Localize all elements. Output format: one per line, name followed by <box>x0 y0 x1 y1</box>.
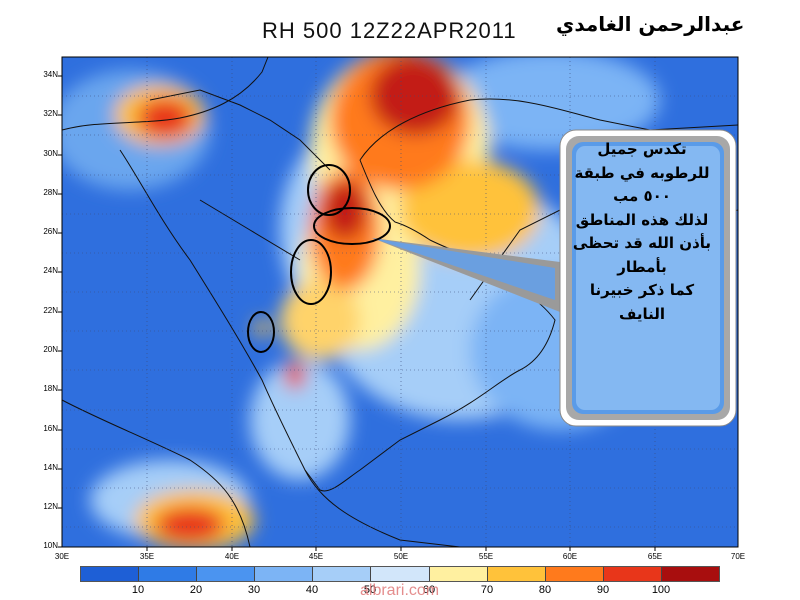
lat-label: 18N <box>43 384 58 393</box>
circle-annotation <box>247 311 275 353</box>
colorbar <box>80 566 720 582</box>
lat-label: 34N <box>43 70 58 79</box>
lat-label: 20N <box>43 345 58 354</box>
colorbar-segment <box>371 567 430 581</box>
lat-label: 22N <box>43 306 58 315</box>
callout-line: بأذن الله قد تحظى <box>572 234 712 252</box>
watermark: albrari.com <box>360 582 440 599</box>
colorbar-label: 40 <box>305 584 319 596</box>
colorbar-segment <box>661 567 720 581</box>
callout-text: تكدس جميل للرطوبه في طبقة ٥٠٠ مب لذلك هذ… <box>556 138 728 326</box>
colorbar-label: 60 <box>422 584 436 596</box>
author-name: عبدالرحمن الغامدي <box>556 12 745 36</box>
colorbar-label: 70 <box>480 584 494 596</box>
lat-label: 12N <box>43 502 58 511</box>
lat-label: 26N <box>43 227 58 236</box>
lon-label: 65E <box>647 552 663 561</box>
callout-line: لذلك هذه المناطق <box>575 210 709 229</box>
colorbar-segment <box>603 567 662 581</box>
colorbar-segment <box>487 567 546 581</box>
lon-label: 35E <box>139 552 155 561</box>
axis-ticks <box>58 75 656 551</box>
colorbar-label: 30 <box>247 584 261 596</box>
lat-label: 30N <box>43 149 58 158</box>
colorbar-label: 20 <box>189 584 203 596</box>
colorbar-segment <box>197 567 256 581</box>
callout-line: النايف <box>618 304 666 323</box>
lon-label: 55E <box>478 552 494 561</box>
lon-label: 60E <box>562 552 578 561</box>
map-frame <box>61 56 739 548</box>
lon-label: 30E <box>54 552 70 561</box>
colorbar-label: 50 <box>363 584 377 596</box>
colorbar-label: 10 <box>131 584 145 596</box>
colorbar-label: 100 <box>651 584 671 596</box>
colorbar-segment <box>313 567 372 581</box>
lat-label: 10N <box>43 541 58 550</box>
colorbar-label: 90 <box>596 584 610 596</box>
colorbar-segment <box>139 567 198 581</box>
lat-label: 28N <box>43 188 58 197</box>
callout-line: كما ذكر خبيرنا <box>589 281 695 299</box>
callout-line: للرطوبه في طبقة <box>574 163 710 182</box>
colorbar-label: 80 <box>538 584 552 596</box>
colorbar-segment <box>81 567 140 581</box>
circle-annotation <box>290 239 332 305</box>
circle-annotation <box>307 164 351 216</box>
lat-label: 32N <box>43 109 58 118</box>
lon-label: 40E <box>224 552 240 561</box>
callout-line: ٥٠٠ مب <box>613 187 671 205</box>
lon-label: 50E <box>393 552 409 561</box>
annotation-circles <box>247 164 391 353</box>
lon-label: 70E <box>730 552 746 561</box>
callout-pointer <box>372 238 560 312</box>
circle-annotation <box>313 207 391 245</box>
lat-label: 16N <box>43 424 58 433</box>
lat-label: 24N <box>43 266 58 275</box>
lat-label: 14N <box>43 463 58 472</box>
map-title: RH 500 12Z22APR2011 <box>262 18 517 43</box>
lon-label: 45E <box>308 552 324 561</box>
colorbar-segment <box>429 567 488 581</box>
colorbar-segment <box>545 567 604 581</box>
callout-line: بأمطار <box>617 257 667 276</box>
colorbar-segment <box>255 567 314 581</box>
callout-line: تكدس جميل <box>597 140 687 158</box>
callout-bubble <box>559 129 737 427</box>
